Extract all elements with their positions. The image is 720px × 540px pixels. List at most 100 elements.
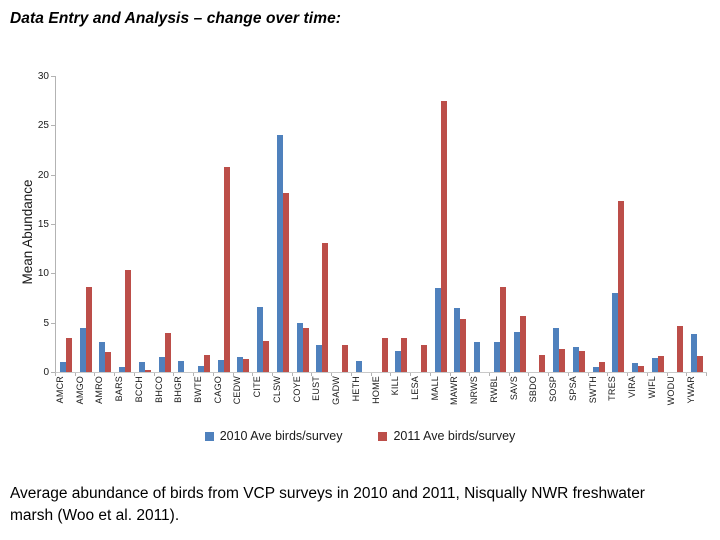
bar-sbdo-2011 — [539, 355, 546, 372]
bar-amgo-2010 — [79, 327, 86, 372]
x-tick-label-bhgr: BHGR — [173, 376, 184, 403]
x-tick-label-ywar: YWAR — [686, 376, 697, 404]
x-tick-label-mawr: MAWR — [449, 376, 460, 405]
y-tick-label: 25 — [37, 120, 49, 132]
y-tick-label: 10 — [37, 268, 49, 280]
x-tick-mark — [627, 373, 629, 376]
bar-wodu-2011 — [677, 325, 684, 372]
bar-bars-2011 — [125, 270, 132, 372]
bar-nrws-2010 — [474, 342, 481, 372]
x-tick-mark — [666, 373, 668, 376]
x-tick-mark — [646, 373, 648, 376]
bar-ywar-2011 — [697, 356, 704, 372]
bar-bcch-2011 — [144, 370, 151, 372]
x-tick-mark — [528, 373, 530, 376]
x-tick-mark — [370, 373, 372, 376]
bar-bcch-2010 — [138, 362, 145, 372]
x-tick-mark — [153, 373, 155, 376]
x-tick-label-nrws: NRWS — [469, 376, 480, 405]
x-tick-mark — [607, 373, 609, 376]
x-tick-label-gadw: GADW — [331, 376, 342, 405]
x-tick-mark — [548, 373, 550, 376]
bar-bhco-2010 — [158, 357, 165, 372]
bar-amcr-2010 — [59, 362, 66, 372]
y-tick-label: 0 — [43, 367, 49, 378]
bar-sosp-2010 — [553, 327, 560, 372]
bar-spsa-2011 — [578, 351, 585, 372]
x-tick-mark — [706, 373, 707, 376]
x-tick-mark — [350, 373, 352, 376]
x-tick-mark — [331, 373, 333, 376]
x-tick-mark — [114, 373, 116, 376]
x-tick-mark — [567, 373, 569, 376]
legend-swatch-icon — [378, 431, 388, 441]
bar-mawr-2011 — [460, 318, 467, 372]
x-tick-mark — [55, 373, 56, 376]
bar-eust-2010 — [316, 345, 323, 372]
bar-cite-2010 — [257, 306, 264, 372]
x-tick-label-bcch: BCCH — [133, 376, 144, 403]
bar-amcr-2011 — [65, 338, 72, 372]
x-tick-mark — [193, 373, 195, 376]
bar-heth-2010 — [355, 361, 362, 372]
bar-amgo-2011 — [85, 287, 92, 372]
legend-label: 2010 Ave birds/survey — [219, 429, 343, 443]
x-tick-label-coye: COYE — [291, 376, 302, 403]
bar-savs-2010 — [513, 331, 520, 372]
x-tick-label-bars: BARS — [114, 376, 125, 402]
x-tick-label-clsw: CLSW — [271, 376, 282, 403]
x-tick-label-spsa: SPSA — [567, 376, 578, 401]
x-tick-label-cago: CAGO — [212, 376, 223, 404]
x-tick-mark — [508, 373, 510, 376]
x-tick-label-amcr: AMCR — [54, 376, 65, 404]
bar-amro-2011 — [105, 352, 112, 372]
x-tick-mark — [133, 373, 135, 376]
legend-label: 2011 Ave birds/survey — [393, 429, 516, 443]
x-tick-label-savs: SAVS — [508, 376, 519, 401]
bar-clsw-2011 — [282, 193, 289, 372]
x-tick-mark — [429, 373, 431, 376]
x-tick-label-sosp: SOSP — [548, 376, 559, 402]
x-tick-mark — [311, 373, 313, 376]
bar-tres-2011 — [618, 201, 625, 372]
x-tick-label-kill: KILL — [390, 376, 401, 396]
bar-gadw-2011 — [342, 345, 349, 372]
x-tick-label-lesa: LESA — [409, 376, 420, 400]
y-tick-label: 30 — [37, 71, 49, 82]
x-tick-label-cedw: CEDW — [232, 376, 243, 405]
bar-coye-2011 — [302, 327, 309, 372]
y-tick-mark — [51, 322, 55, 324]
x-tick-label-bwte: BWTE — [192, 376, 203, 403]
bar-bhco-2011 — [164, 332, 171, 372]
y-tick-mark — [51, 372, 55, 373]
x-tick-mark — [449, 373, 451, 376]
bar-cite-2011 — [263, 341, 270, 372]
x-tick-mark — [410, 373, 412, 376]
x-tick-label-heth: HETH — [350, 376, 361, 402]
x-tick-mark — [390, 373, 392, 376]
legend-swatch-icon — [204, 431, 214, 441]
x-tick-label-tres: TRES — [607, 376, 618, 401]
bar-bhgr-2010 — [178, 361, 185, 372]
bar-rwbl-2010 — [493, 342, 500, 372]
bar-wifl-2010 — [651, 358, 658, 372]
x-tick-label-wifl: WIFL — [646, 376, 657, 399]
bar-spsa-2010 — [572, 347, 579, 372]
bar-mall-2010 — [434, 288, 441, 372]
bar-vira-2011 — [637, 366, 644, 372]
bar-eust-2011 — [322, 242, 329, 372]
x-tick-label-cite: CITE — [252, 376, 263, 398]
bar-cago-2010 — [217, 360, 224, 372]
x-tick-mark — [94, 373, 96, 376]
bar-kill-2011 — [401, 338, 408, 372]
x-tick-mark — [74, 373, 76, 376]
bar-amro-2010 — [99, 342, 106, 372]
legend-item-2011: 2011 Ave birds/survey — [378, 429, 515, 443]
legend-item-2010: 2010 Ave birds/survey — [204, 429, 343, 443]
bar-cedw-2010 — [237, 357, 244, 372]
x-tick-mark — [469, 373, 471, 376]
x-tick-label-swth: SWTH — [587, 376, 598, 404]
slide-title: Data Entry and Analysis – change over ti… — [10, 10, 342, 27]
bar-clsw-2010 — [276, 135, 283, 372]
